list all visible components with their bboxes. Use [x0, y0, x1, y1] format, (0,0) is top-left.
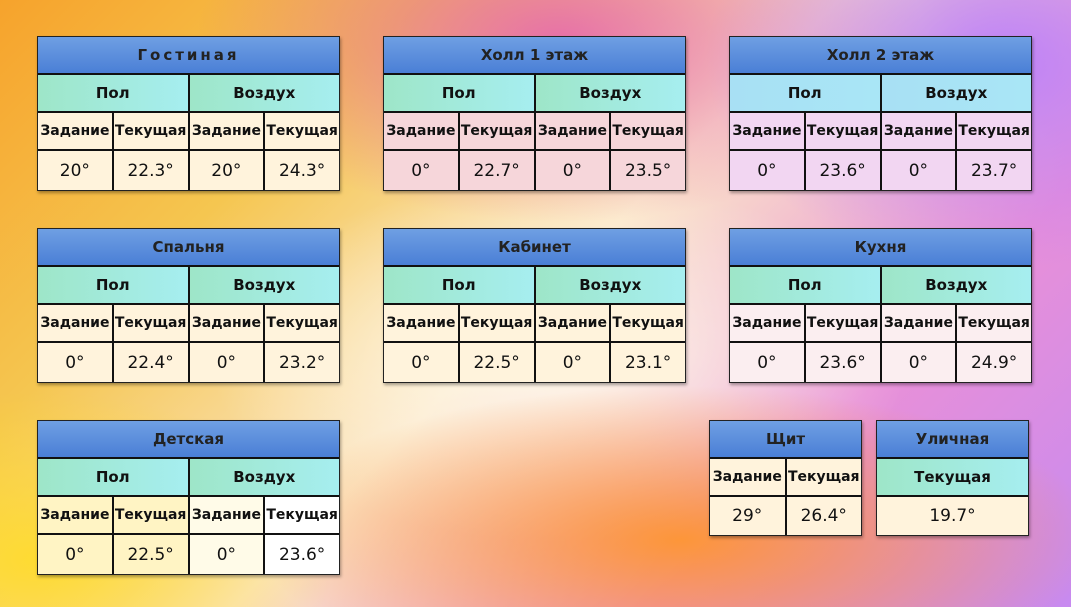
air-setpoint-value[interactable]: 0° [189, 535, 264, 574]
room-title: Гостиная [38, 37, 339, 73]
floor-current-value: 22.3° [113, 151, 188, 190]
floor-setpoint-label: Задание [38, 305, 112, 341]
outdoor-sensor: Уличная Текущая 19.7° [876, 420, 1029, 536]
room-panel-office: Кабинет Пол Воздух Задание Текущая Задан… [383, 228, 686, 383]
air-setpoint-value[interactable]: 0° [881, 343, 956, 382]
room-title: Холл 1 этаж [384, 37, 685, 73]
floor-current-label: Текущая [459, 305, 534, 341]
air-setpoint-value[interactable]: 0° [189, 343, 264, 382]
current-value: 26.4° [786, 497, 861, 535]
floor-header: Пол [730, 75, 880, 111]
air-header: Воздух [189, 459, 339, 495]
air-header: Воздух [881, 75, 1031, 111]
floor-setpoint-value[interactable]: 20° [38, 151, 112, 190]
floor-setpoint-label: Задание [384, 305, 458, 341]
floor-header: Пол [38, 267, 188, 303]
floor-header: Пол [384, 75, 534, 111]
air-current-value: 23.7° [957, 151, 1031, 190]
room-panel-hall-1: Холл 1 этаж Пол Воздух Задание Текущая З… [383, 36, 686, 191]
room-panel-hall-2: Холл 2 этаж Пол Воздух Задание Текущая З… [729, 36, 1032, 191]
air-current-value: 24.9° [957, 343, 1031, 382]
floor-setpoint-label: Задание [730, 305, 804, 341]
room-title: Холл 2 этаж [730, 37, 1031, 73]
floor-current-value: 22.5° [113, 535, 188, 574]
floor-current-value: 22.4° [113, 343, 188, 382]
floor-setpoint-value[interactable]: 0° [38, 535, 112, 574]
air-current-label: Текущая [611, 113, 685, 149]
air-setpoint-value[interactable]: 0° [535, 343, 610, 382]
air-header: Воздух [189, 75, 339, 111]
air-current-label: Текущая [265, 497, 339, 533]
air-header: Воздух [535, 267, 685, 303]
room-panel-kids-room: Детская Пол Воздух Задание Текущая Задан… [37, 420, 340, 575]
floor-setpoint-label: Задание [384, 113, 458, 149]
floor-current-value: 23.6° [805, 151, 880, 190]
room-panel-bedroom: Спальня Пол Воздух Задание Текущая Задан… [37, 228, 340, 383]
floor-header: Пол [730, 267, 880, 303]
floor-current-label: Текущая [805, 305, 880, 341]
floor-current-label: Текущая [459, 113, 534, 149]
setpoint-label: Задание [710, 459, 785, 495]
air-header: Воздух [535, 75, 685, 111]
air-setpoint-label: Задание [189, 305, 264, 341]
air-setpoint-label: Задание [535, 305, 610, 341]
air-current-label: Текущая [957, 113, 1031, 149]
floor-setpoint-label: Задание [730, 113, 804, 149]
room-title: Спальня [38, 229, 339, 265]
current-value: 19.7° [877, 497, 1028, 535]
floor-setpoint-label: Задание [38, 497, 112, 533]
room-panel-living-room: Гостиная Пол Воздух Задание Текущая Зада… [37, 36, 340, 191]
floor-setpoint-label: Задание [38, 113, 112, 149]
floor-setpoint-value[interactable]: 0° [730, 151, 804, 190]
air-current-value: 24.3° [265, 151, 339, 190]
air-setpoint-value[interactable]: 0° [881, 151, 956, 190]
floor-current-label: Текущая [113, 113, 188, 149]
air-setpoint-value[interactable]: 0° [535, 151, 610, 190]
air-setpoint-label: Задание [189, 497, 264, 533]
air-header: Воздух [189, 267, 339, 303]
air-current-label: Текущая [611, 305, 685, 341]
panel-board-sensor: Щит Задание Текущая 29° 26.4° [709, 420, 862, 536]
floor-setpoint-value[interactable]: 0° [384, 151, 458, 190]
air-current-label: Текущая [265, 113, 339, 149]
air-setpoint-label: Задание [189, 113, 264, 149]
air-current-value: 23.2° [265, 343, 339, 382]
air-current-label: Текущая [957, 305, 1031, 341]
floor-current-label: Текущая [805, 113, 880, 149]
floor-current-value: 22.5° [459, 343, 534, 382]
room-panel-kitchen: Кухня Пол Воздух Задание Текущая Задание… [729, 228, 1032, 383]
room-title: Кухня [730, 229, 1031, 265]
current-label: Текущая [786, 459, 861, 495]
floor-current-label: Текущая [113, 497, 188, 533]
floor-header: Пол [38, 75, 188, 111]
air-setpoint-value[interactable]: 20° [189, 151, 264, 190]
floor-current-value: 22.7° [459, 151, 534, 190]
air-setpoint-label: Задание [881, 113, 956, 149]
air-current-value: 23.5° [611, 151, 685, 190]
floor-setpoint-value[interactable]: 0° [38, 343, 112, 382]
air-header: Воздух [881, 267, 1031, 303]
air-current-label: Текущая [265, 305, 339, 341]
floor-current-label: Текущая [113, 305, 188, 341]
panel-board-title: Щит [710, 421, 861, 457]
floor-current-value: 23.6° [805, 343, 880, 382]
air-setpoint-label: Задание [535, 113, 610, 149]
room-title: Детская [38, 421, 339, 457]
air-current-value: 23.1° [611, 343, 685, 382]
current-label: Текущая [877, 459, 1028, 495]
air-setpoint-label: Задание [881, 305, 956, 341]
floor-header: Пол [384, 267, 534, 303]
floor-header: Пол [38, 459, 188, 495]
setpoint-value[interactable]: 29° [710, 497, 785, 535]
room-title: Кабинет [384, 229, 685, 265]
outdoor-title: Уличная [877, 421, 1028, 457]
floor-setpoint-value[interactable]: 0° [730, 343, 804, 382]
air-current-value: 23.6° [265, 535, 339, 574]
floor-setpoint-value[interactable]: 0° [384, 343, 458, 382]
